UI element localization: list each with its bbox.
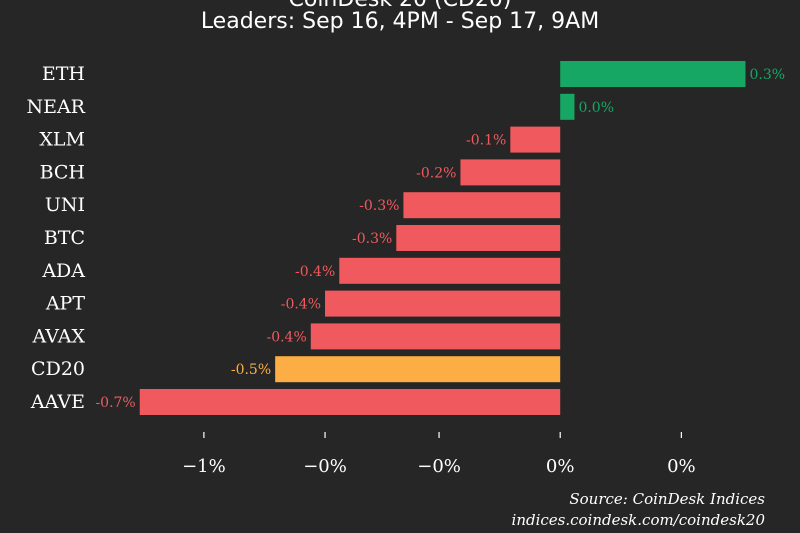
category-label-avax: AVAX <box>32 325 86 347</box>
value-label-btc: -0.3% <box>352 231 392 247</box>
value-label-cd20: -0.5% <box>231 362 271 378</box>
category-label-eth: ETH <box>42 63 85 85</box>
value-label-avax: -0.4% <box>266 329 306 345</box>
bar-eth <box>560 61 746 87</box>
source-url: indices.coindesk.com/coindesk20 <box>511 511 765 529</box>
value-label-ada: -0.4% <box>295 264 335 280</box>
value-label-apt: -0.4% <box>281 297 321 313</box>
value-label-near: 0.0% <box>578 100 614 116</box>
x-tick-label: −0% <box>417 456 461 477</box>
category-label-bch: BCH <box>40 161 85 183</box>
chart-subtitle: Leaders: Sep 16, 4PM - Sep 17, 9AM <box>200 9 600 34</box>
x-tick-label: 0% <box>667 456 696 477</box>
chart-title: CoinDesk 20 (CD20) <box>0 0 800 12</box>
category-label-uni: UNI <box>45 194 85 216</box>
source-credit: Source: CoinDesk Indices <box>569 490 765 508</box>
category-label-ada: ADA <box>41 260 85 282</box>
value-label-eth: 0.3% <box>749 67 785 83</box>
category-label-near: NEAR <box>26 96 85 118</box>
category-label-xlm: XLM <box>39 129 85 151</box>
category-label-apt: APT <box>45 293 86 315</box>
category-label-aave: AAVE <box>30 391 85 413</box>
bar-apt <box>325 290 561 317</box>
value-label-uni: -0.3% <box>359 198 399 214</box>
value-label-aave: -0.7% <box>95 395 135 411</box>
bar-btc <box>396 225 561 251</box>
x-tick-label: −1% <box>182 456 226 477</box>
bar-cd20 <box>275 356 561 383</box>
bar-bch <box>460 159 561 186</box>
bar-xlm <box>510 126 561 153</box>
value-label-bch: -0.2% <box>416 165 456 181</box>
bar-aave <box>139 389 561 415</box>
x-tick-label: −0% <box>303 456 347 477</box>
category-label-btc: BTC <box>44 227 85 249</box>
bar-uni <box>403 192 561 219</box>
x-tick-label: 0% <box>546 456 575 477</box>
category-label-cd20: CD20 <box>31 358 85 380</box>
bar-near <box>560 93 575 120</box>
value-label-xlm: -0.1% <box>466 133 506 149</box>
bar-ada <box>339 257 561 284</box>
bar-avax <box>310 323 561 350</box>
